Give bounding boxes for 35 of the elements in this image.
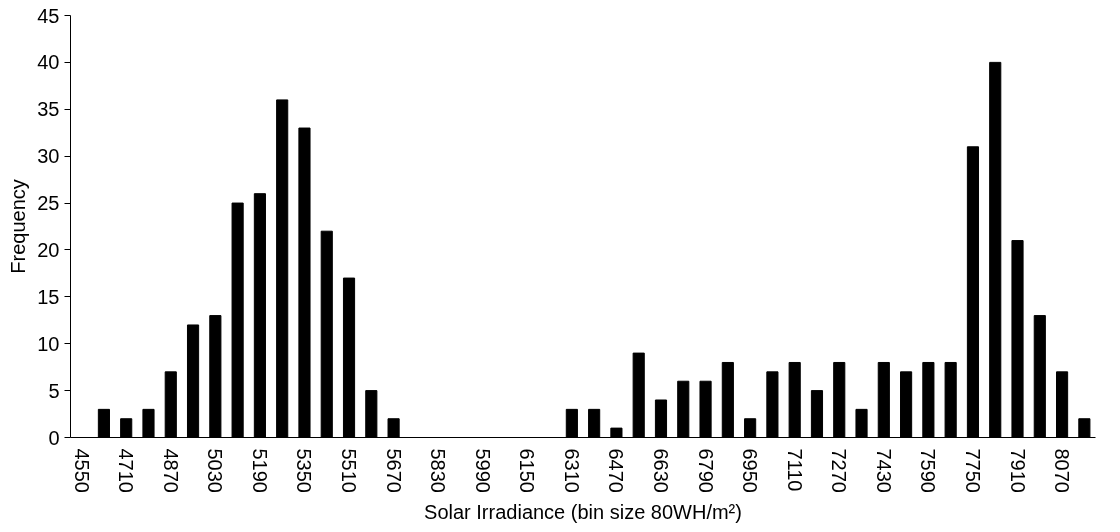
x-tick-label: 8070 (1051, 448, 1074, 493)
x-axis-title: Solar Irradiance (bin size 80WH/m²) (424, 500, 742, 523)
x-tick-label: 7750 (961, 448, 984, 493)
y-tick-label: 25 (37, 192, 60, 215)
x-tick-label: 4870 (159, 448, 182, 493)
y-tick-label: 10 (37, 332, 60, 355)
x-tick-label: 7590 (917, 448, 940, 493)
x-tick-label: 6150 (516, 448, 539, 493)
x-tick-label: 5830 (427, 448, 450, 493)
y-tick-label: 15 (37, 285, 60, 308)
y-tick-label: 45 (37, 4, 60, 27)
x-tick-label: 7430 (872, 448, 895, 493)
y-tick-label: 40 (37, 51, 60, 74)
x-tick-label: 6470 (605, 448, 628, 493)
y-axis-title: Frequency (7, 179, 30, 274)
x-tick-label: 7910 (1006, 448, 1029, 493)
x-tick-label: 6630 (649, 448, 672, 493)
x-tick-label: 7270 (828, 448, 851, 493)
x-tick-label: 4710 (115, 448, 138, 493)
x-tick-label: 5350 (293, 448, 316, 493)
y-tick-label: 20 (37, 238, 60, 261)
x-tick-label: 4550 (70, 448, 93, 493)
x-tick-label: 6310 (560, 448, 583, 493)
x-tick-label: 7110 (783, 448, 806, 492)
y-tick-label: 30 (37, 145, 60, 168)
y-tick-label: 5 (48, 379, 60, 402)
x-tick-label: 5670 (382, 448, 405, 493)
x-tick-label: 5510 (338, 448, 361, 493)
y-tick-label: 35 (37, 98, 60, 121)
y-tick-label: 0 (48, 426, 60, 449)
x-tick-label: 6950 (739, 448, 762, 493)
x-tick-label: 6790 (694, 448, 717, 493)
x-tick-label: 5990 (471, 448, 494, 493)
x-tick-label: 5030 (204, 448, 227, 493)
x-tick-label: 5190 (248, 448, 271, 493)
